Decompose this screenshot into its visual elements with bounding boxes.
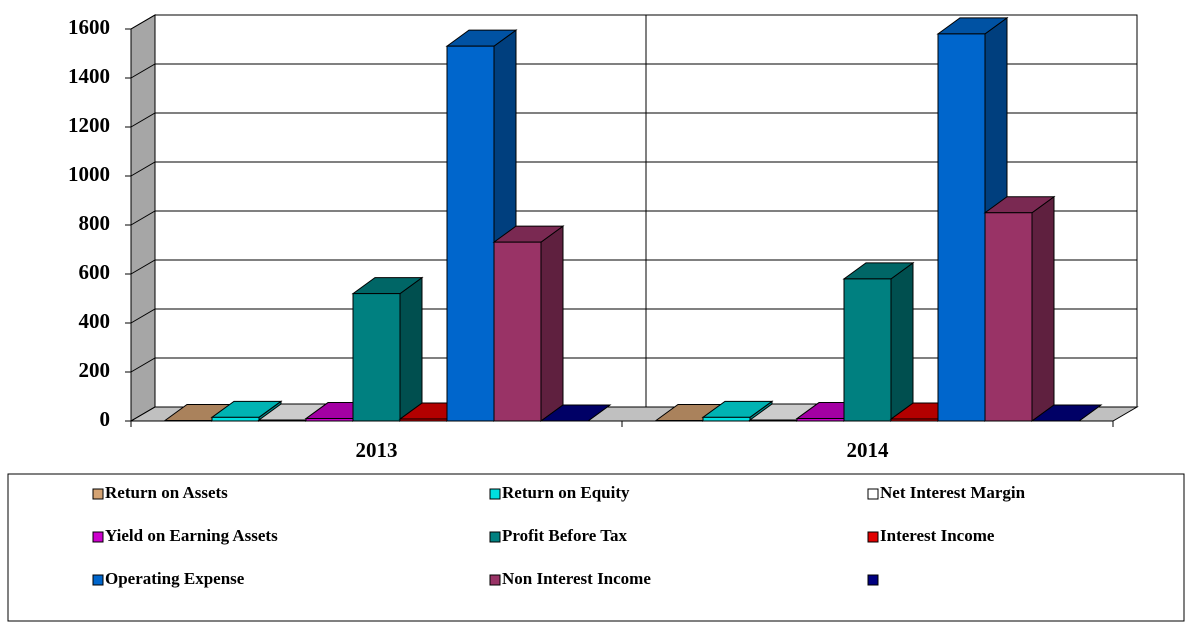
bar-side bbox=[1031, 195, 1055, 422]
legend-marker bbox=[867, 531, 879, 543]
bar bbox=[702, 416, 751, 422]
y-tick-label: 200 bbox=[79, 358, 111, 382]
grid-line bbox=[130, 161, 1137, 177]
bar-side bbox=[890, 261, 914, 422]
legend-marker bbox=[489, 531, 501, 543]
bar bbox=[305, 418, 354, 422]
bar bbox=[493, 241, 542, 422]
grid-line bbox=[130, 210, 1137, 226]
y-tick-label: 600 bbox=[79, 260, 111, 284]
bar bbox=[399, 418, 448, 422]
bar bbox=[749, 419, 798, 422]
bar bbox=[258, 419, 307, 422]
legend-label: Return on Equity bbox=[502, 483, 630, 502]
bar-top bbox=[539, 404, 612, 422]
bar-top bbox=[1030, 404, 1103, 422]
y-tick-label: 0 bbox=[100, 407, 111, 431]
grid-line bbox=[130, 63, 1137, 79]
grid-line bbox=[130, 308, 1137, 324]
bar bbox=[352, 293, 401, 422]
legend-marker bbox=[867, 488, 879, 500]
legend-label: Yield on Earning Assets bbox=[105, 526, 278, 545]
grid-line bbox=[130, 259, 1137, 275]
y-tick-label: 1000 bbox=[68, 162, 110, 186]
x-tick-label: 2014 bbox=[847, 438, 890, 462]
legend-label: Net Interest Margin bbox=[880, 483, 1026, 502]
legend-marker bbox=[489, 574, 501, 586]
grid-line bbox=[130, 357, 1137, 373]
y-tick-label: 1400 bbox=[68, 64, 110, 88]
legend-label: Return on Assets bbox=[105, 483, 228, 502]
grid-line bbox=[130, 14, 1137, 30]
y-tick-label: 800 bbox=[79, 211, 111, 235]
legend-label: Operating Expense bbox=[105, 569, 245, 588]
x-tick-label: 2013 bbox=[356, 438, 398, 462]
bar bbox=[890, 418, 939, 422]
bar bbox=[446, 45, 495, 422]
y-tick-label: 1200 bbox=[68, 113, 110, 137]
legend-label: Profit Before Tax bbox=[502, 526, 627, 545]
legend-box bbox=[7, 473, 1185, 622]
legend-marker bbox=[92, 574, 104, 586]
legend-marker bbox=[867, 574, 879, 586]
y-tick-label: 400 bbox=[79, 309, 111, 333]
legend-marker bbox=[489, 488, 501, 500]
bar-side bbox=[399, 276, 423, 422]
legend-label: Non Interest Income bbox=[502, 569, 651, 588]
legend-label: Interest Income bbox=[880, 526, 995, 545]
bar bbox=[796, 418, 845, 422]
legend-marker bbox=[92, 531, 104, 543]
bar bbox=[937, 33, 986, 422]
grid-line bbox=[130, 112, 1137, 128]
legend-marker bbox=[92, 488, 104, 500]
y-tick-label: 1600 bbox=[68, 15, 110, 39]
bar bbox=[984, 212, 1033, 422]
bar bbox=[211, 416, 260, 422]
bar-side bbox=[540, 225, 564, 422]
bar bbox=[843, 278, 892, 422]
